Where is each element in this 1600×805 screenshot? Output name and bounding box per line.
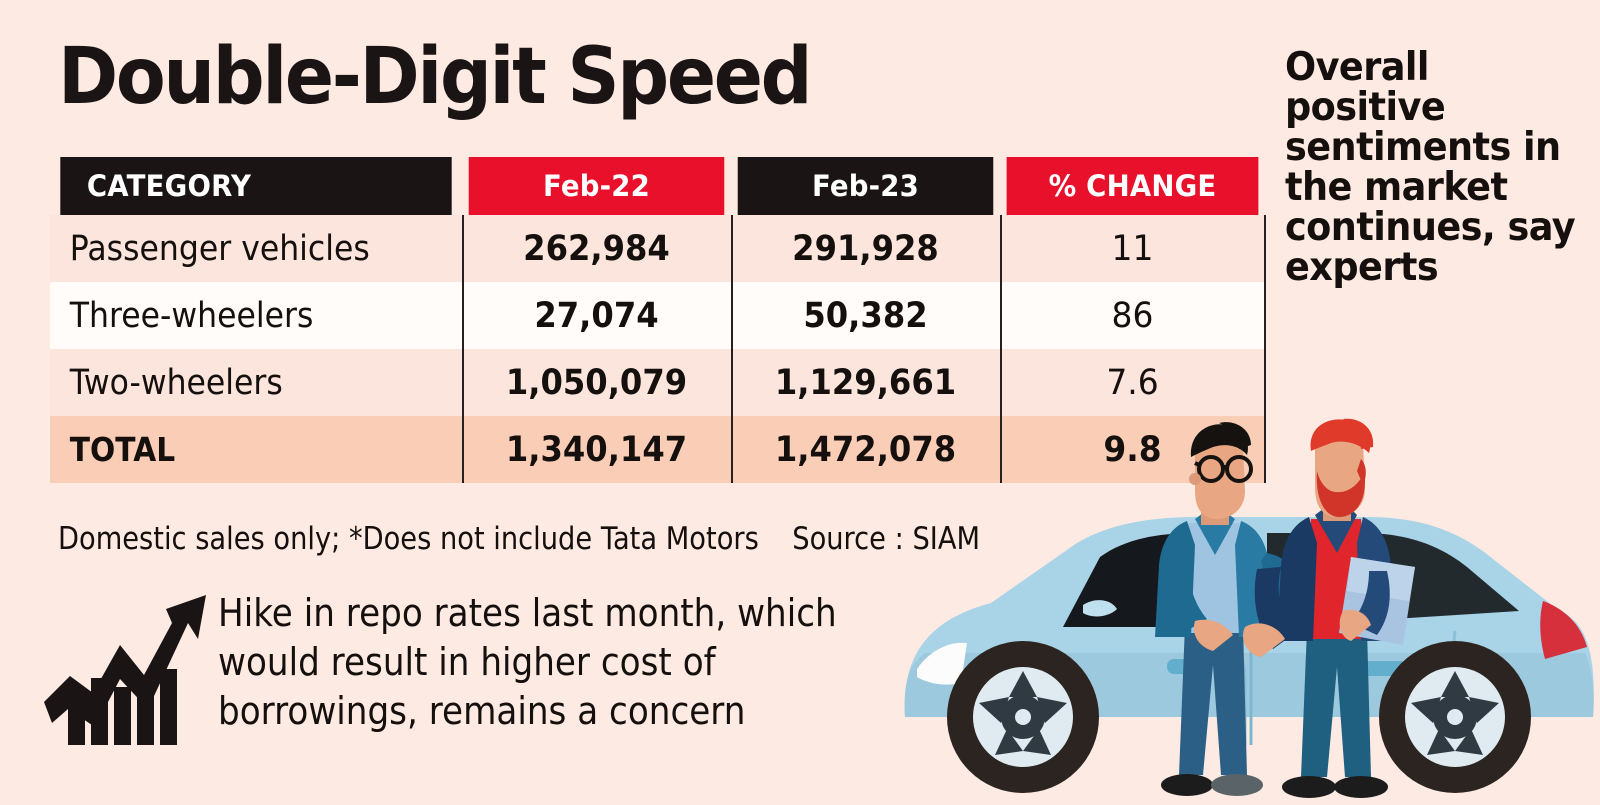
column-header-feb22: Feb-22	[468, 157, 725, 215]
column-header-change: % CHANGE	[1006, 157, 1259, 215]
cell-feb22: 27,074	[534, 295, 659, 336]
sidenote-text: Overall positive sentiments in the marke…	[1285, 45, 1576, 290]
cell-feb22: 1,340,147	[505, 429, 688, 470]
person-right	[1242, 418, 1415, 798]
cell-change: 11	[1111, 228, 1154, 269]
handshake-car-dealership-illustration	[904, 418, 1594, 798]
table-row: Two-wheelers 1,050,079 1,129,661 7.6	[50, 349, 1265, 416]
column-divider	[462, 215, 464, 483]
table-row-total: TOTAL 1,340,147 1,472,078 9.8	[50, 416, 1265, 483]
cell-category: Passenger vehicles	[69, 228, 370, 269]
column-header-feb23: Feb-23	[737, 157, 994, 215]
cell-feb23: 1,472,078	[774, 429, 957, 470]
car-wheel-rear	[1379, 641, 1531, 793]
cell-feb22: 1,050,079	[505, 362, 688, 403]
car-wheel-front	[947, 641, 1099, 793]
cell-feb22: 262,984	[523, 228, 670, 269]
cell-feb23: 1,129,661	[774, 362, 957, 403]
table-row: Passenger vehicles 262,984 291,928 11	[50, 215, 1265, 282]
cell-change: 9.8	[1103, 429, 1162, 470]
cell-change: 86	[1111, 295, 1154, 336]
column-header-category: CATEGORY	[60, 157, 452, 215]
cell-category: Two-wheelers	[69, 362, 283, 403]
footnote-note: Domestic sales only; *Does not include T…	[58, 521, 759, 557]
table-right-border	[1264, 215, 1266, 483]
column-divider	[1000, 215, 1002, 483]
footnote: Domestic sales only; *Does not include T…	[58, 521, 980, 557]
page-title: Double-Digit Speed	[58, 32, 813, 122]
sales-table: CATEGORY Feb-22 Feb-23 % CHANGE Passenge…	[50, 157, 1266, 483]
table-body: Passenger vehicles 262,984 291,928 11 Th…	[50, 215, 1266, 483]
cell-category: TOTAL	[69, 430, 176, 469]
column-divider	[731, 215, 733, 483]
cell-feb23: 291,928	[792, 228, 939, 269]
cell-feb23: 50,382	[803, 295, 928, 336]
footnote-source: Source : SIAM	[792, 521, 981, 557]
caption-text: Hike in repo rates last month, which wou…	[218, 591, 837, 733]
cell-change: 7.6	[1106, 362, 1159, 403]
cell-category: Three-wheelers	[69, 295, 314, 336]
table-row: Three-wheelers 27,074 50,382 86	[50, 282, 1265, 349]
table-header-row: CATEGORY Feb-22 Feb-23 % CHANGE	[50, 157, 1265, 215]
rising-trend-chart-icon	[44, 595, 206, 745]
